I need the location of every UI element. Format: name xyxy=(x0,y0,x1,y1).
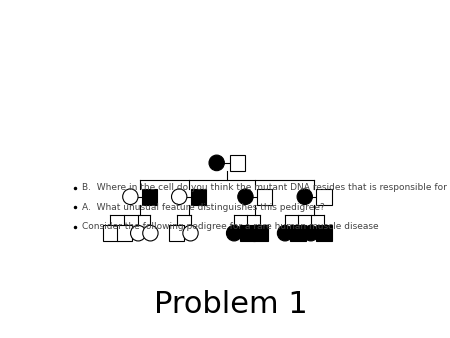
Bar xyxy=(290,225,306,241)
Bar xyxy=(230,155,245,171)
Ellipse shape xyxy=(183,225,198,241)
Bar xyxy=(191,189,206,204)
Ellipse shape xyxy=(226,225,242,241)
Ellipse shape xyxy=(303,225,319,241)
Text: B.  Where in the cell do you think the mutant DNA resides that is responsible fo: B. Where in the cell do you think the mu… xyxy=(82,183,450,192)
Text: Consider the following pedigree for a rare human muscle disease: Consider the following pedigree for a ra… xyxy=(82,222,379,231)
Ellipse shape xyxy=(143,225,158,241)
Text: A.  What unusual feature distinguishes this pedigree?: A. What unusual feature distinguishes th… xyxy=(82,202,325,212)
Ellipse shape xyxy=(123,189,138,204)
Text: Problem 1: Problem 1 xyxy=(154,290,307,319)
Bar xyxy=(257,189,272,204)
Ellipse shape xyxy=(277,225,292,241)
Bar xyxy=(117,225,132,241)
Ellipse shape xyxy=(130,225,146,241)
Bar xyxy=(316,225,332,241)
Ellipse shape xyxy=(297,189,312,204)
Bar xyxy=(169,225,184,241)
Ellipse shape xyxy=(209,155,225,171)
Bar xyxy=(142,189,157,204)
Bar xyxy=(316,189,332,204)
Ellipse shape xyxy=(171,189,187,204)
Bar xyxy=(103,225,118,241)
Bar xyxy=(240,225,255,241)
Ellipse shape xyxy=(238,189,253,204)
Bar xyxy=(252,225,268,241)
